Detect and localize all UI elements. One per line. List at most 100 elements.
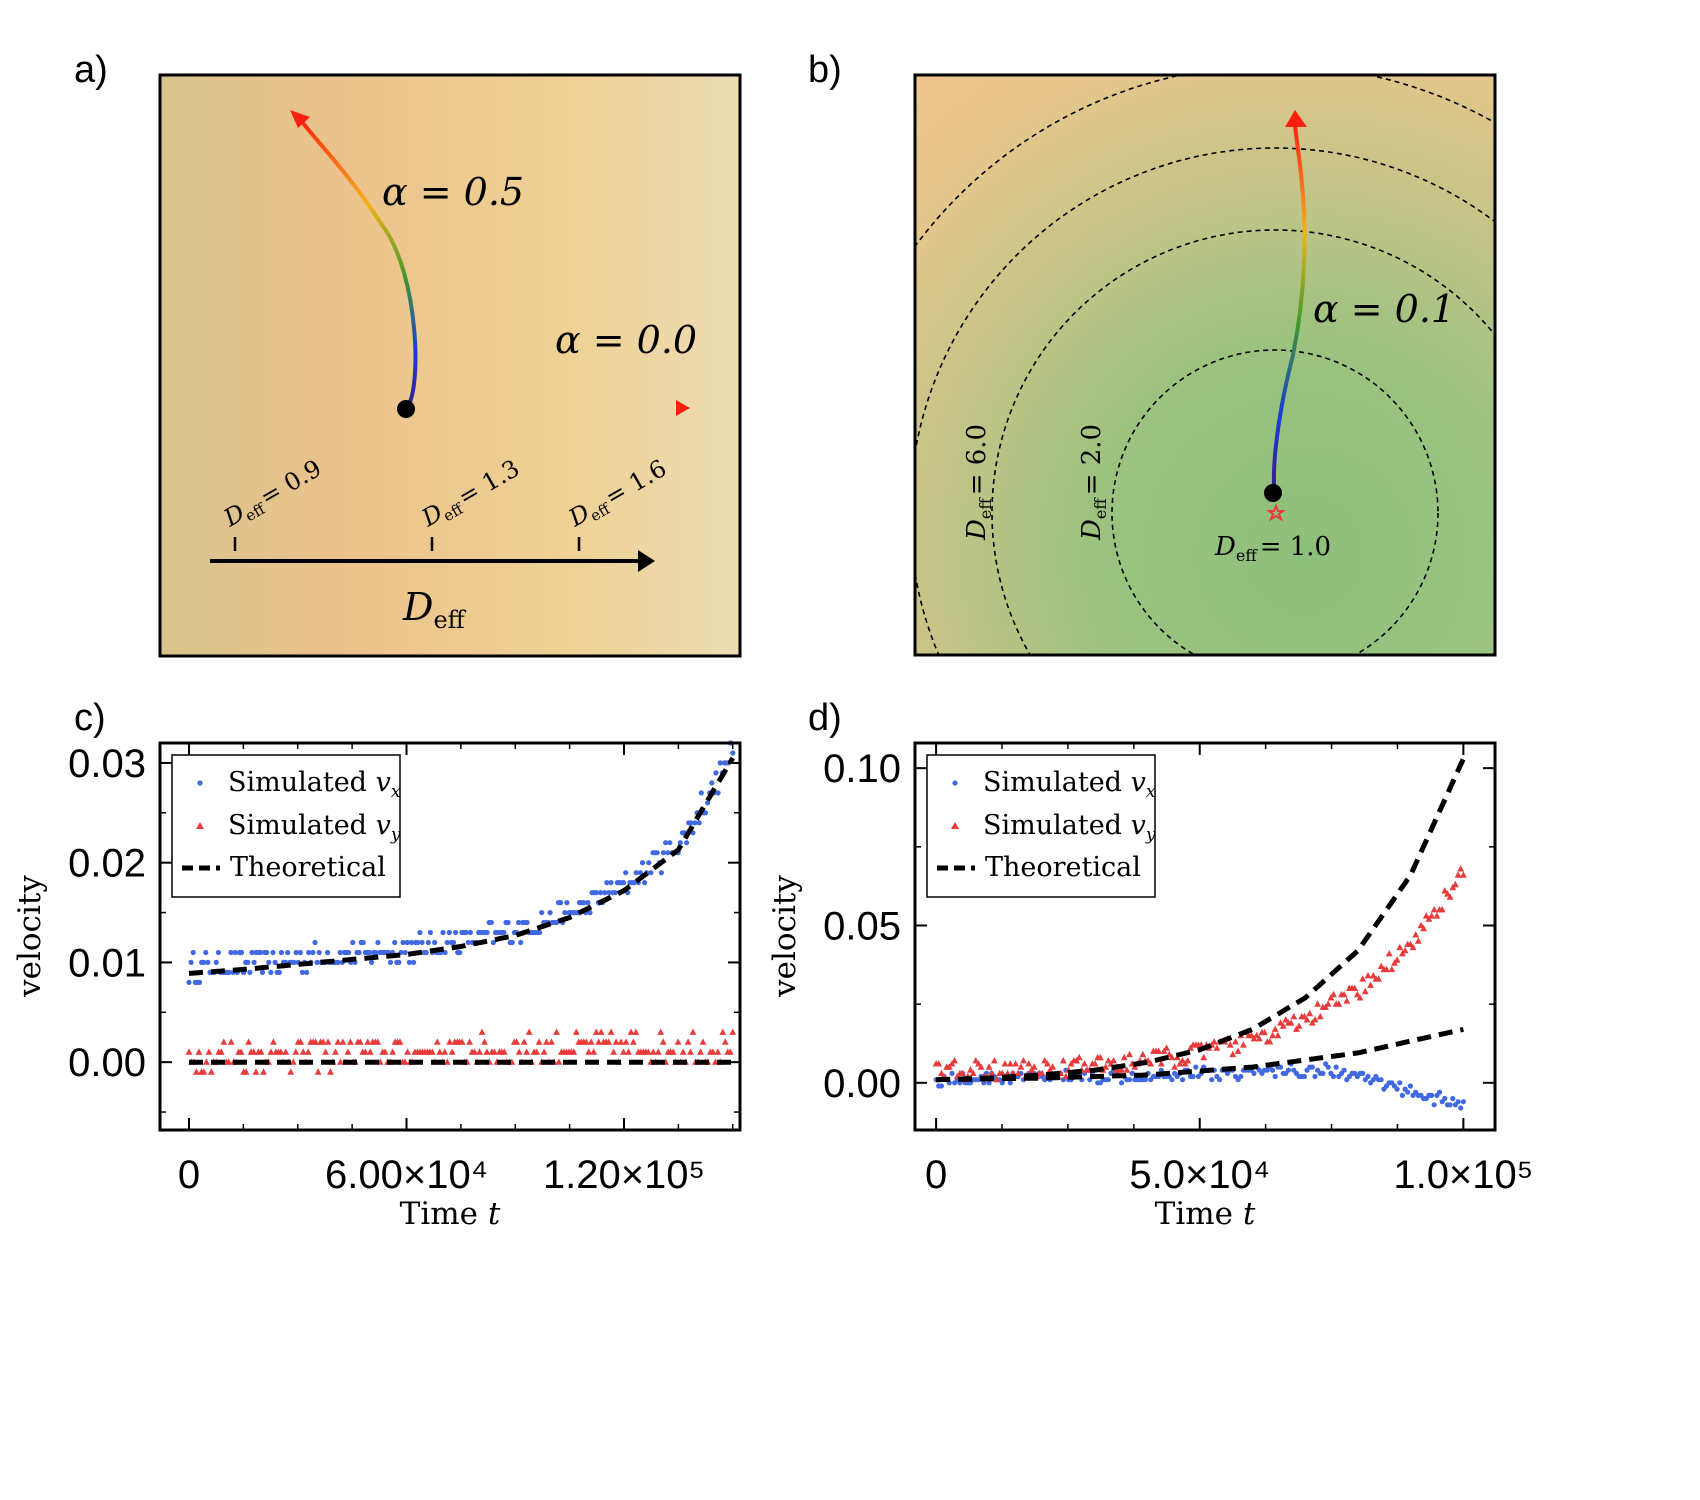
vx-point bbox=[692, 820, 698, 826]
vy-point bbox=[630, 1038, 637, 1045]
vx-point bbox=[1397, 1080, 1403, 1086]
vy-point bbox=[299, 1048, 307, 1055]
vx-point bbox=[602, 890, 608, 896]
vx-point bbox=[1447, 1102, 1453, 1108]
vy-point bbox=[364, 1038, 372, 1045]
vx-point bbox=[518, 939, 524, 946]
vy-point bbox=[200, 1068, 208, 1075]
vy-point bbox=[525, 1028, 533, 1035]
vy-point bbox=[267, 1048, 275, 1055]
vx-point bbox=[360, 939, 366, 946]
vy-point bbox=[617, 1038, 625, 1045]
vy-point bbox=[988, 1069, 996, 1076]
x-tick-label: 5.0×10⁴ bbox=[1129, 1153, 1270, 1197]
vx-point bbox=[1169, 1077, 1175, 1083]
vx-point bbox=[417, 929, 423, 936]
vy-point bbox=[590, 1048, 598, 1055]
vx-point bbox=[188, 959, 194, 965]
vx-point bbox=[646, 860, 652, 866]
vy-point bbox=[553, 1028, 560, 1035]
vx-point bbox=[259, 969, 266, 975]
vx-point bbox=[558, 900, 564, 906]
vy-point bbox=[1301, 1012, 1308, 1020]
vy-point bbox=[1295, 1022, 1303, 1029]
vy-point bbox=[207, 1068, 215, 1075]
vx-point bbox=[203, 949, 209, 956]
vx-point bbox=[264, 949, 270, 956]
vx-point bbox=[278, 949, 284, 956]
vx-point bbox=[213, 959, 219, 965]
vy-point bbox=[972, 1057, 980, 1064]
vx-point bbox=[266, 959, 272, 965]
vy-point bbox=[483, 1048, 491, 1055]
vy-point bbox=[1271, 1025, 1279, 1032]
vy-point bbox=[689, 1028, 697, 1035]
vy-point bbox=[699, 1038, 707, 1045]
vx-point bbox=[1450, 1095, 1456, 1102]
vy-point bbox=[1118, 1066, 1125, 1073]
vy-point bbox=[726, 1048, 734, 1055]
vx-point bbox=[427, 929, 433, 936]
vy-point bbox=[481, 1038, 488, 1045]
vx-point bbox=[597, 890, 604, 896]
vx-point bbox=[285, 949, 291, 956]
contour-2.0 bbox=[991, 229, 1495, 655]
vx-point bbox=[375, 939, 381, 946]
vy-point bbox=[441, 1048, 449, 1055]
contour-3 bbox=[915, 147, 1495, 655]
vy-point bbox=[292, 1048, 300, 1055]
vy-point bbox=[1367, 981, 1374, 988]
vx-point bbox=[702, 810, 709, 816]
vy-point bbox=[1401, 946, 1409, 954]
svg-text:Deff= 6.0: Deff= 6.0 bbox=[962, 424, 995, 541]
vy-point bbox=[1438, 906, 1446, 913]
vx-point bbox=[453, 929, 459, 936]
vx-point bbox=[306, 949, 312, 956]
vx-point bbox=[408, 939, 415, 946]
chart-c-legend: Simulated vx Simulated vy Theoretical bbox=[171, 754, 401, 898]
vy-point bbox=[245, 1038, 252, 1045]
vx-point bbox=[1193, 1064, 1199, 1070]
vy-point bbox=[1210, 1038, 1218, 1045]
legend-vy-label: Simulated vy bbox=[228, 810, 401, 845]
vx-point bbox=[215, 949, 221, 956]
vy-point bbox=[1248, 1031, 1255, 1039]
chart-c: 0 6.00×10⁴ 1.20×10⁵ 0.00 0.01 0.02 0.03 Simula… bbox=[12, 740, 742, 1232]
vx-point bbox=[637, 870, 643, 876]
y-tick-label: 0.03 bbox=[68, 742, 146, 786]
vy-point bbox=[977, 1063, 985, 1070]
vy-point bbox=[543, 1038, 550, 1045]
vy-point bbox=[555, 1058, 563, 1065]
chart-d: 0 5.0×10⁴ 1.0×10⁵ 0.00 0.05 0.10 Simulated vx… bbox=[767, 741, 1533, 1232]
deff-axis-label: Deff bbox=[402, 585, 467, 634]
vx-point bbox=[1209, 1077, 1215, 1083]
vy-point bbox=[1157, 1060, 1165, 1067]
vx-point bbox=[1460, 1099, 1466, 1105]
vx-point bbox=[1129, 1070, 1135, 1076]
vy-point bbox=[446, 1038, 454, 1045]
vy-point bbox=[361, 1048, 369, 1055]
legend-vx-marker bbox=[197, 780, 203, 786]
vy-point bbox=[1139, 1050, 1147, 1058]
panel-b: α = 0.1 Deff= 6.0 Deff= 2.0 Deff = 1.0 bbox=[913, 73, 1497, 657]
vy-point bbox=[401, 1058, 409, 1065]
vx-point bbox=[196, 979, 203, 985]
vy-point bbox=[324, 1038, 332, 1045]
vy-point bbox=[729, 1028, 737, 1035]
vx-point bbox=[709, 780, 715, 786]
vy-point bbox=[1279, 1022, 1287, 1029]
vy-point bbox=[1314, 1000, 1321, 1007]
vx-point bbox=[423, 949, 429, 956]
vx-point bbox=[608, 880, 614, 886]
vx-point bbox=[406, 959, 412, 965]
vx-point bbox=[444, 939, 450, 946]
vy-point bbox=[1232, 1038, 1239, 1045]
legend-theory-label: Theoretical bbox=[230, 852, 386, 883]
vy-point bbox=[1452, 880, 1459, 888]
vy-point bbox=[1110, 1057, 1117, 1064]
vy-point bbox=[227, 1038, 235, 1045]
deff-axis-arrowhead bbox=[638, 550, 655, 572]
vy-point bbox=[935, 1060, 943, 1067]
vy-point bbox=[714, 1048, 722, 1055]
theory-curve bbox=[936, 1026, 1464, 1083]
